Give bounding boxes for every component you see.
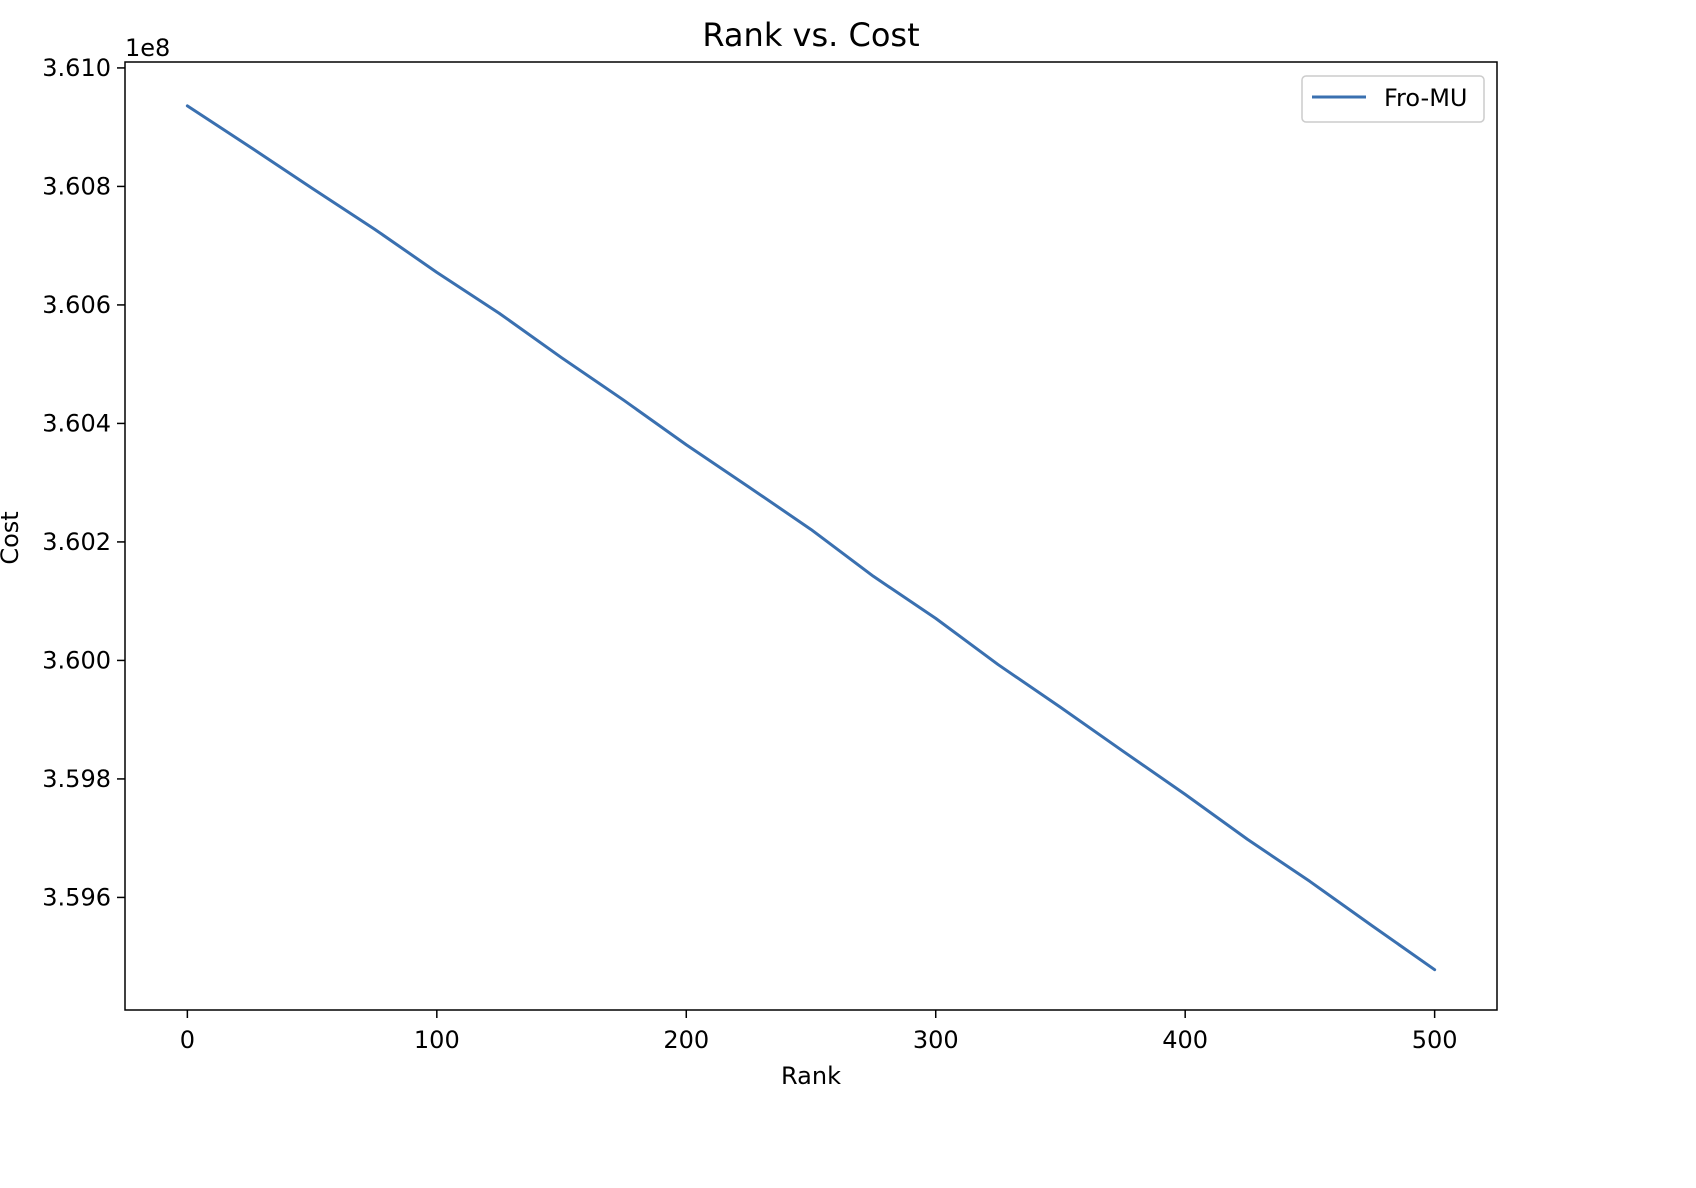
legend-label: Fro-MU (1384, 84, 1467, 112)
x-tick-label: 0 (180, 1026, 195, 1054)
x-axis-ticks: 0 100 200 300 400 500 (180, 1010, 1458, 1054)
y-tick-label: 3.610 (42, 54, 111, 82)
x-tick-label: 500 (1412, 1026, 1458, 1054)
y-axis-ticks: 3.596 3.598 3.600 3.602 3.604 3.606 3.608 3.610 (42, 54, 125, 911)
legend-box (1301, 75, 1485, 123)
plot-frame (124, 61, 1498, 1011)
x-tick-label: 300 (913, 1026, 959, 1054)
chart-title: Rank vs. Cost (702, 16, 919, 54)
x-axis-title: Rank (781, 1062, 841, 1090)
y-tick-label: 3.598 (42, 765, 111, 793)
plot-lines (185, 104, 1437, 972)
y-axis-title: Cost (0, 511, 24, 564)
y-tick-label: 3.600 (42, 646, 111, 674)
x-tick-label: 200 (663, 1026, 709, 1054)
x-tick-label: 100 (414, 1026, 460, 1054)
x-tick-label: 400 (1162, 1026, 1208, 1054)
y-tick-label: 3.606 (42, 291, 111, 319)
y-offset-label: 1e8 (125, 34, 170, 62)
y-tick-label: 3.596 (42, 883, 111, 911)
y-tick-label: 3.604 (42, 409, 111, 437)
series-line-fro-mu (185, 104, 1437, 972)
y-tick-label: 3.602 (42, 528, 111, 556)
legend: Fro-MU (1301, 75, 1485, 123)
y-tick-label: 3.608 (42, 172, 111, 200)
